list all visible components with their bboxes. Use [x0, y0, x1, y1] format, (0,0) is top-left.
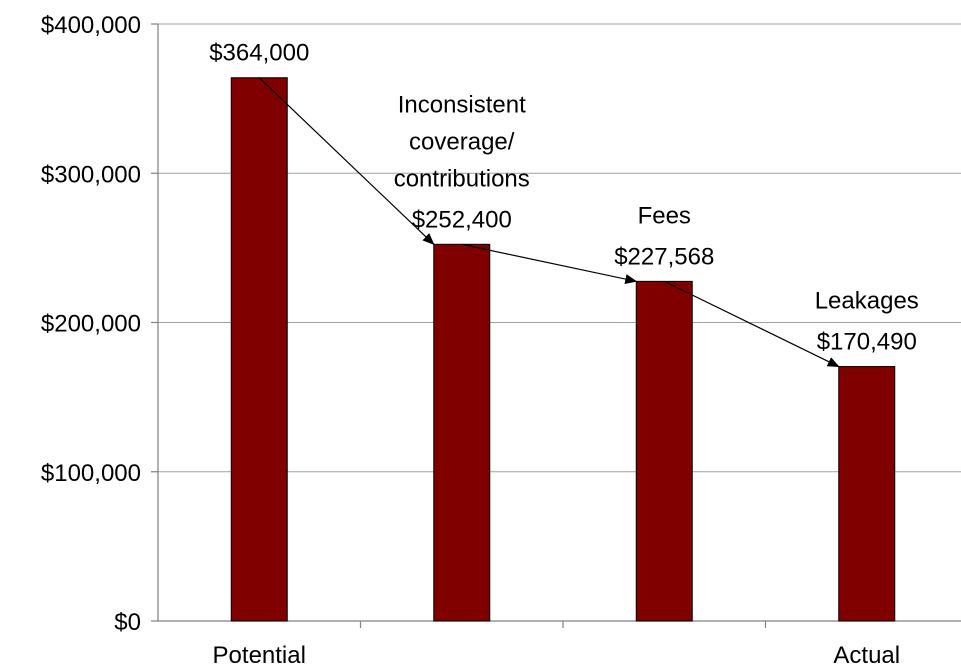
bar-annotation: coverage/ — [409, 128, 515, 155]
y-tick-label: $0 — [114, 609, 141, 636]
connector-arrow — [663, 280, 840, 368]
data-label: $227,568 — [614, 243, 714, 270]
connector-arrow — [258, 77, 435, 245]
x-category-label: Actual — [833, 642, 900, 666]
labels: $0 $100,000 $200,000 $300,000 $400,000 $364,0… — [41, 12, 919, 666]
bar-annotation: Fees — [638, 202, 691, 229]
data-label: $364,000 — [209, 40, 309, 67]
bar — [433, 243, 491, 622]
connector-arrows — [258, 77, 840, 368]
bar — [230, 77, 288, 622]
gridlines — [158, 23, 961, 473]
data-label: $252,400 — [412, 206, 512, 233]
connector-arrow — [461, 243, 638, 284]
bar-annotation: contributions — [394, 165, 530, 192]
bars — [230, 77, 896, 622]
bar — [838, 366, 896, 622]
axes — [151, 23, 961, 628]
y-tick-label: $400,000 — [41, 12, 141, 39]
bar-annotation: Leakages — [815, 288, 919, 315]
x-category-label: Potential — [213, 642, 306, 666]
y-tick-label: $300,000 — [41, 161, 141, 188]
bar — [635, 280, 693, 622]
data-label: $170,490 — [817, 329, 917, 356]
y-tick-label: $100,000 — [41, 460, 141, 487]
y-tick-label: $200,000 — [41, 311, 141, 338]
bar-annotation: Inconsistent — [398, 91, 526, 118]
